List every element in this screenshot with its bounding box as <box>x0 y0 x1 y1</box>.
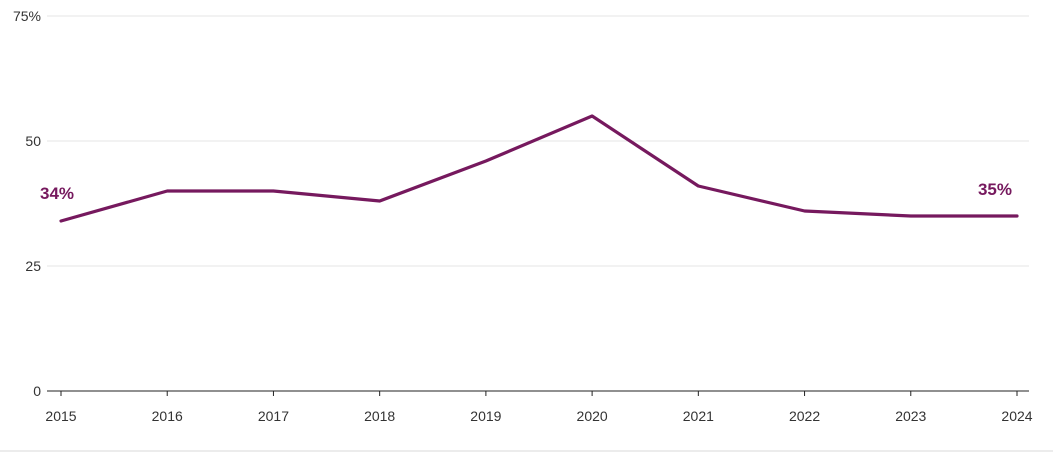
start-value-label: 34% <box>40 184 74 203</box>
x-tick-label-2017: 2017 <box>258 408 289 424</box>
y-tick-label-25: 25 <box>25 258 41 274</box>
data-point-2021 <box>697 185 700 188</box>
x-tick-label-2016: 2016 <box>152 408 183 424</box>
data-point-2017 <box>272 190 275 193</box>
data-point-2020 <box>591 115 594 118</box>
y-tick-label-75: 75% <box>13 8 41 24</box>
x-tick-label-2019: 2019 <box>470 408 501 424</box>
x-tick-label-2023: 2023 <box>895 408 926 424</box>
x-tick-label-2018: 2018 <box>364 408 395 424</box>
series-group <box>59 114 1019 223</box>
x-axis: 2015 2016 2017 2018 2019 2020 2021 2022 2023 2024 <box>45 390 1033 424</box>
x-tick-label-2021: 2021 <box>683 408 714 424</box>
x-tick-label-2015: 2015 <box>45 408 76 424</box>
series-line <box>59 114 1019 223</box>
x-tick-label-2024: 2024 <box>1001 408 1032 424</box>
y-tick-label-0: 0 <box>33 383 41 399</box>
data-point-2018 <box>378 200 381 203</box>
data-point-2015 <box>60 220 63 223</box>
data-point-2019 <box>484 160 487 163</box>
data-point-2023 <box>909 215 912 218</box>
end-value-label: 35% <box>978 180 1012 199</box>
x-tick-label-2022: 2022 <box>789 408 820 424</box>
data-point-2024 <box>1016 215 1019 218</box>
data-point-2022 <box>803 210 806 213</box>
data-point-2016 <box>166 190 169 193</box>
y-axis-ticks: 0 25 50 75% <box>13 8 41 399</box>
y-tick-label-50: 50 <box>25 133 41 149</box>
x-tick-label-2020: 2020 <box>577 408 608 424</box>
gridlines <box>47 15 1029 267</box>
